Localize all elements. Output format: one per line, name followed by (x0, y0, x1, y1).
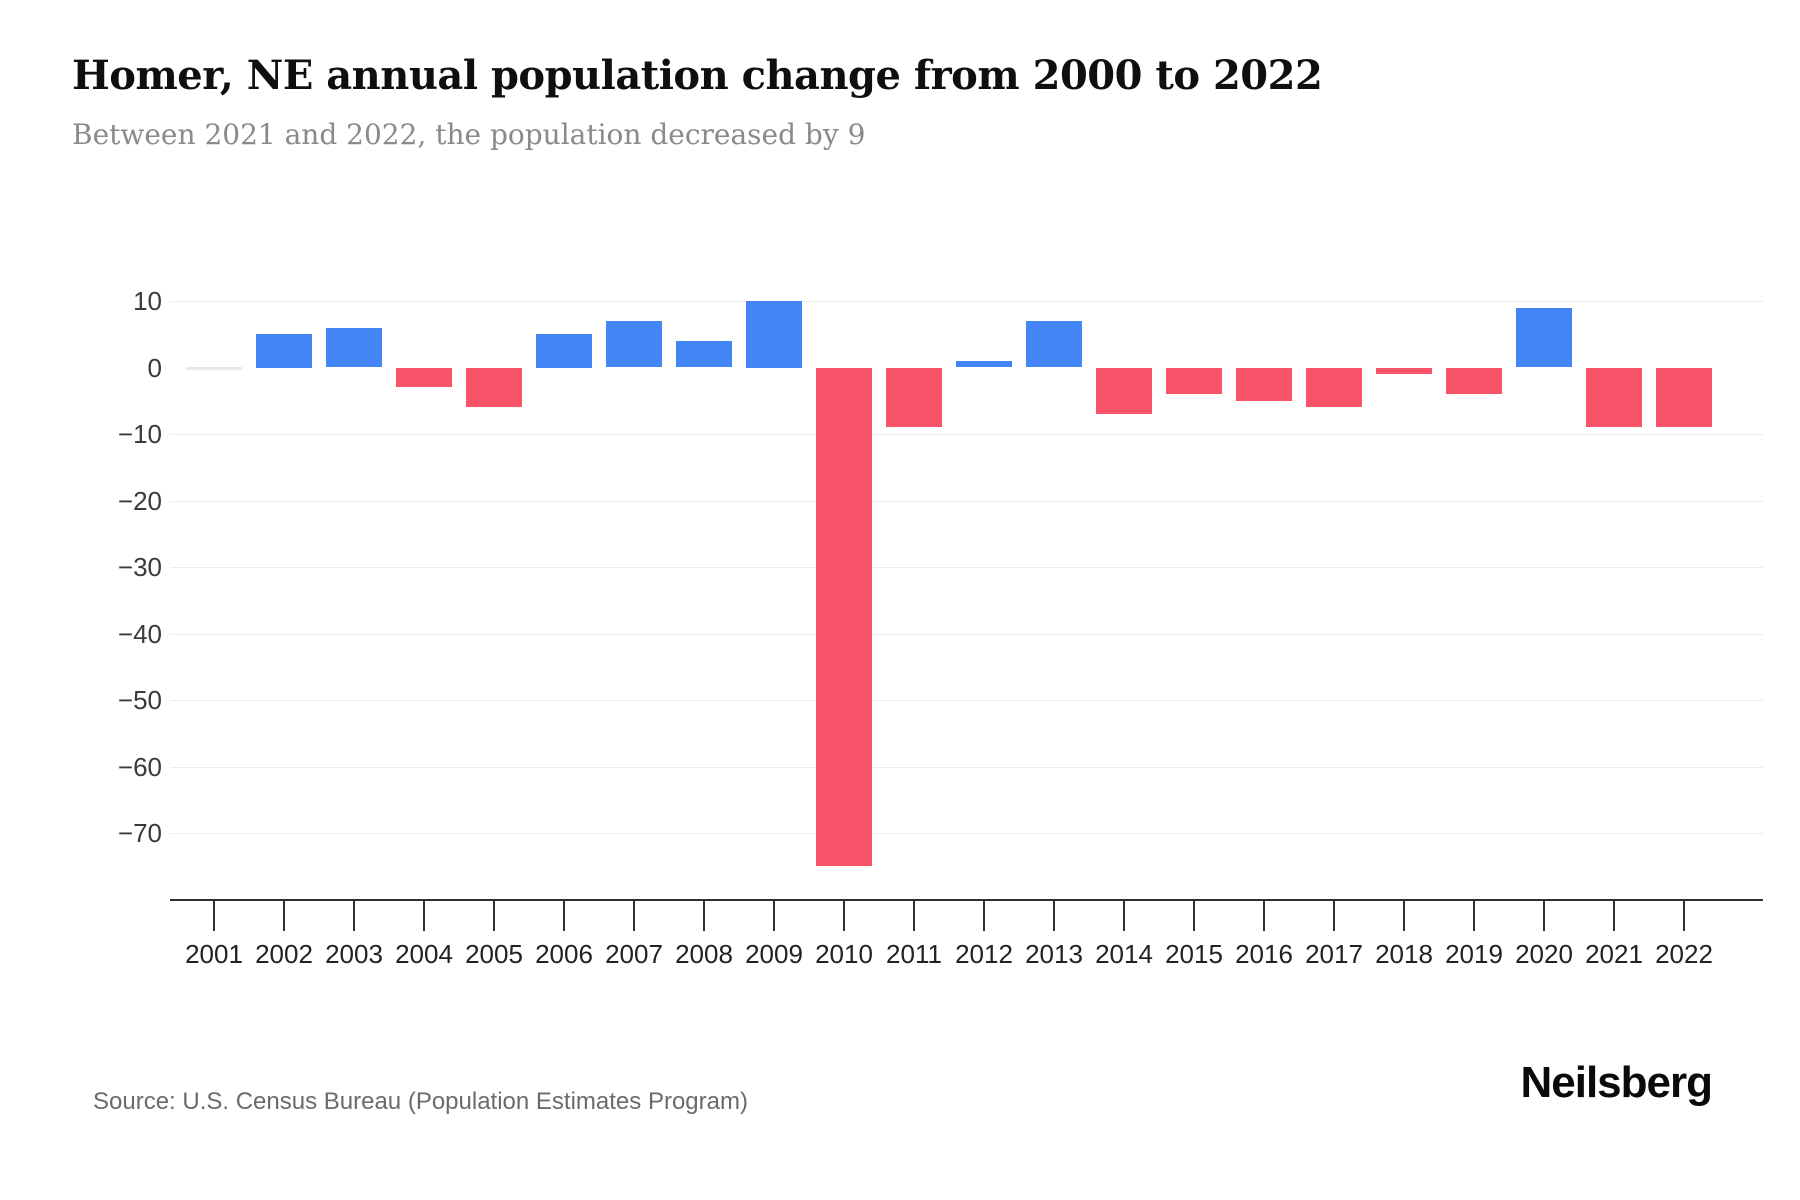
x-axis-label-2007: 2007 (605, 939, 663, 969)
x-axis-tick-2013 (1053, 901, 1055, 931)
x-axis-tick-2020 (1543, 901, 1545, 931)
x-axis-label-2010: 2010 (815, 939, 873, 969)
gridline-y--40 (170, 633, 1763, 635)
bar-2007[interactable] (606, 320, 662, 368)
bar-chart-plot-area: 10 0 −10 −20 −30 −40 −50 −60 −70 2001 2002 2003 2004… (117, 286, 1763, 969)
x-axis-line (170, 899, 1763, 901)
gridline-y--60 (170, 766, 1763, 768)
x-axis-label-2021: 2021 (1585, 939, 1643, 969)
x-axis-label-2003: 2003 (325, 939, 383, 969)
x-axis-tick-2002 (283, 901, 285, 931)
y-axis-tick-label: −60 (117, 751, 162, 782)
bar-2022[interactable] (1656, 367, 1712, 428)
gridline-y--70 (170, 833, 1763, 834)
x-axis-label-2018: 2018 (1375, 939, 1433, 969)
bar-2002[interactable] (256, 334, 312, 368)
gridline-y--20 (170, 500, 1763, 502)
x-axis-tick-2004 (423, 901, 425, 931)
x-axis-tick-2012 (983, 901, 985, 931)
x-axis-tick-2021 (1613, 901, 1615, 931)
gridline-y-10 (170, 301, 1763, 302)
bar-2014[interactable] (1096, 367, 1152, 415)
x-axis-tick-2009 (773, 901, 775, 931)
source-note: Source: U.S. Census Bureau (Population E… (93, 1088, 748, 1115)
x-axis-tick-2010 (843, 901, 845, 931)
x-axis-label-2005: 2005 (465, 939, 523, 969)
bar-2017[interactable] (1306, 367, 1362, 408)
x-axis-label-2011: 2011 (886, 939, 942, 969)
gridline-y--30 (170, 567, 1763, 568)
x-axis-tick-2003 (353, 901, 355, 931)
bar-2019[interactable] (1446, 367, 1502, 395)
y-axis-tick-label: −20 (117, 485, 162, 516)
y-axis-tick-label: −40 (117, 618, 162, 649)
x-axis-label-2015: 2015 (1165, 939, 1223, 969)
gridline-y--10 (170, 434, 1763, 435)
y-axis-tick-label: −70 (117, 818, 162, 848)
bar-2010[interactable] (816, 367, 872, 867)
bar-2001[interactable] (186, 366, 242, 370)
x-axis-label-2017: 2017 (1305, 939, 1363, 969)
y-axis-tick-label: −30 (117, 552, 162, 582)
x-axis-label-2020: 2020 (1515, 939, 1573, 969)
x-axis-tick-2014 (1123, 901, 1125, 931)
x-axis-label-2004: 2004 (395, 939, 453, 969)
bar-2018[interactable] (1376, 367, 1432, 375)
bar-2011[interactable] (886, 367, 942, 428)
bar-2012[interactable] (956, 360, 1012, 368)
x-axis-tick-2016 (1263, 901, 1265, 931)
bar-2006[interactable] (536, 334, 592, 368)
x-axis-tick-2007 (633, 901, 635, 931)
x-axis-label-2006: 2006 (535, 939, 593, 969)
y-axis-tick-label: −50 (117, 685, 162, 715)
x-axis-label-2001: 2001 (185, 939, 243, 969)
x-axis-label-2012: 2012 (955, 939, 1013, 969)
x-axis-tick-2011 (913, 901, 915, 931)
bar-2013[interactable] (1026, 320, 1082, 368)
x-axis-label-2002: 2002 (255, 939, 313, 969)
x-axis-tick-2006 (563, 901, 565, 931)
bar-2016[interactable] (1236, 367, 1292, 401)
x-axis-tick-2008 (703, 901, 705, 931)
x-axis-tick-2001 (213, 901, 215, 931)
y-axis-tick-label: 0 (147, 352, 162, 383)
x-axis-label-2022: 2022 (1655, 939, 1713, 969)
x-axis-tick-2005 (493, 901, 495, 931)
x-axis-tick-2019 (1473, 901, 1475, 931)
bar-2009[interactable] (746, 301, 802, 368)
x-axis-label-2008: 2008 (675, 939, 733, 969)
chart-subtitle: Between 2021 and 2022, the population de… (72, 118, 866, 151)
bar-2020[interactable] (1516, 307, 1572, 368)
gridline-y--50 (170, 700, 1763, 701)
bar-2003[interactable] (326, 327, 382, 368)
chart-title: Homer, NE annual population change from … (72, 52, 1323, 99)
bar-2021[interactable] (1586, 367, 1642, 428)
x-axis-tick-2015 (1193, 901, 1195, 931)
bar-2015[interactable] (1166, 367, 1222, 395)
x-axis-tick-2018 (1403, 901, 1405, 931)
neilsberg-logo: Neilsberg (1520, 1058, 1713, 1107)
y-axis-tick-label: −10 (117, 419, 162, 449)
x-axis-label-2013: 2013 (1025, 939, 1083, 969)
bar-2008[interactable] (676, 340, 732, 368)
x-axis-label-2016: 2016 (1235, 939, 1293, 969)
x-axis-label-2009: 2009 (745, 939, 803, 969)
x-axis-tick-2022 (1683, 901, 1685, 931)
x-axis-label-2019: 2019 (1445, 939, 1503, 969)
y-axis-tick-label: 10 (133, 286, 162, 316)
x-axis-label-2014: 2014 (1095, 939, 1153, 969)
bar-2005[interactable] (466, 367, 522, 408)
bar-2004[interactable] (396, 367, 452, 388)
x-axis-tick-2017 (1333, 901, 1335, 931)
